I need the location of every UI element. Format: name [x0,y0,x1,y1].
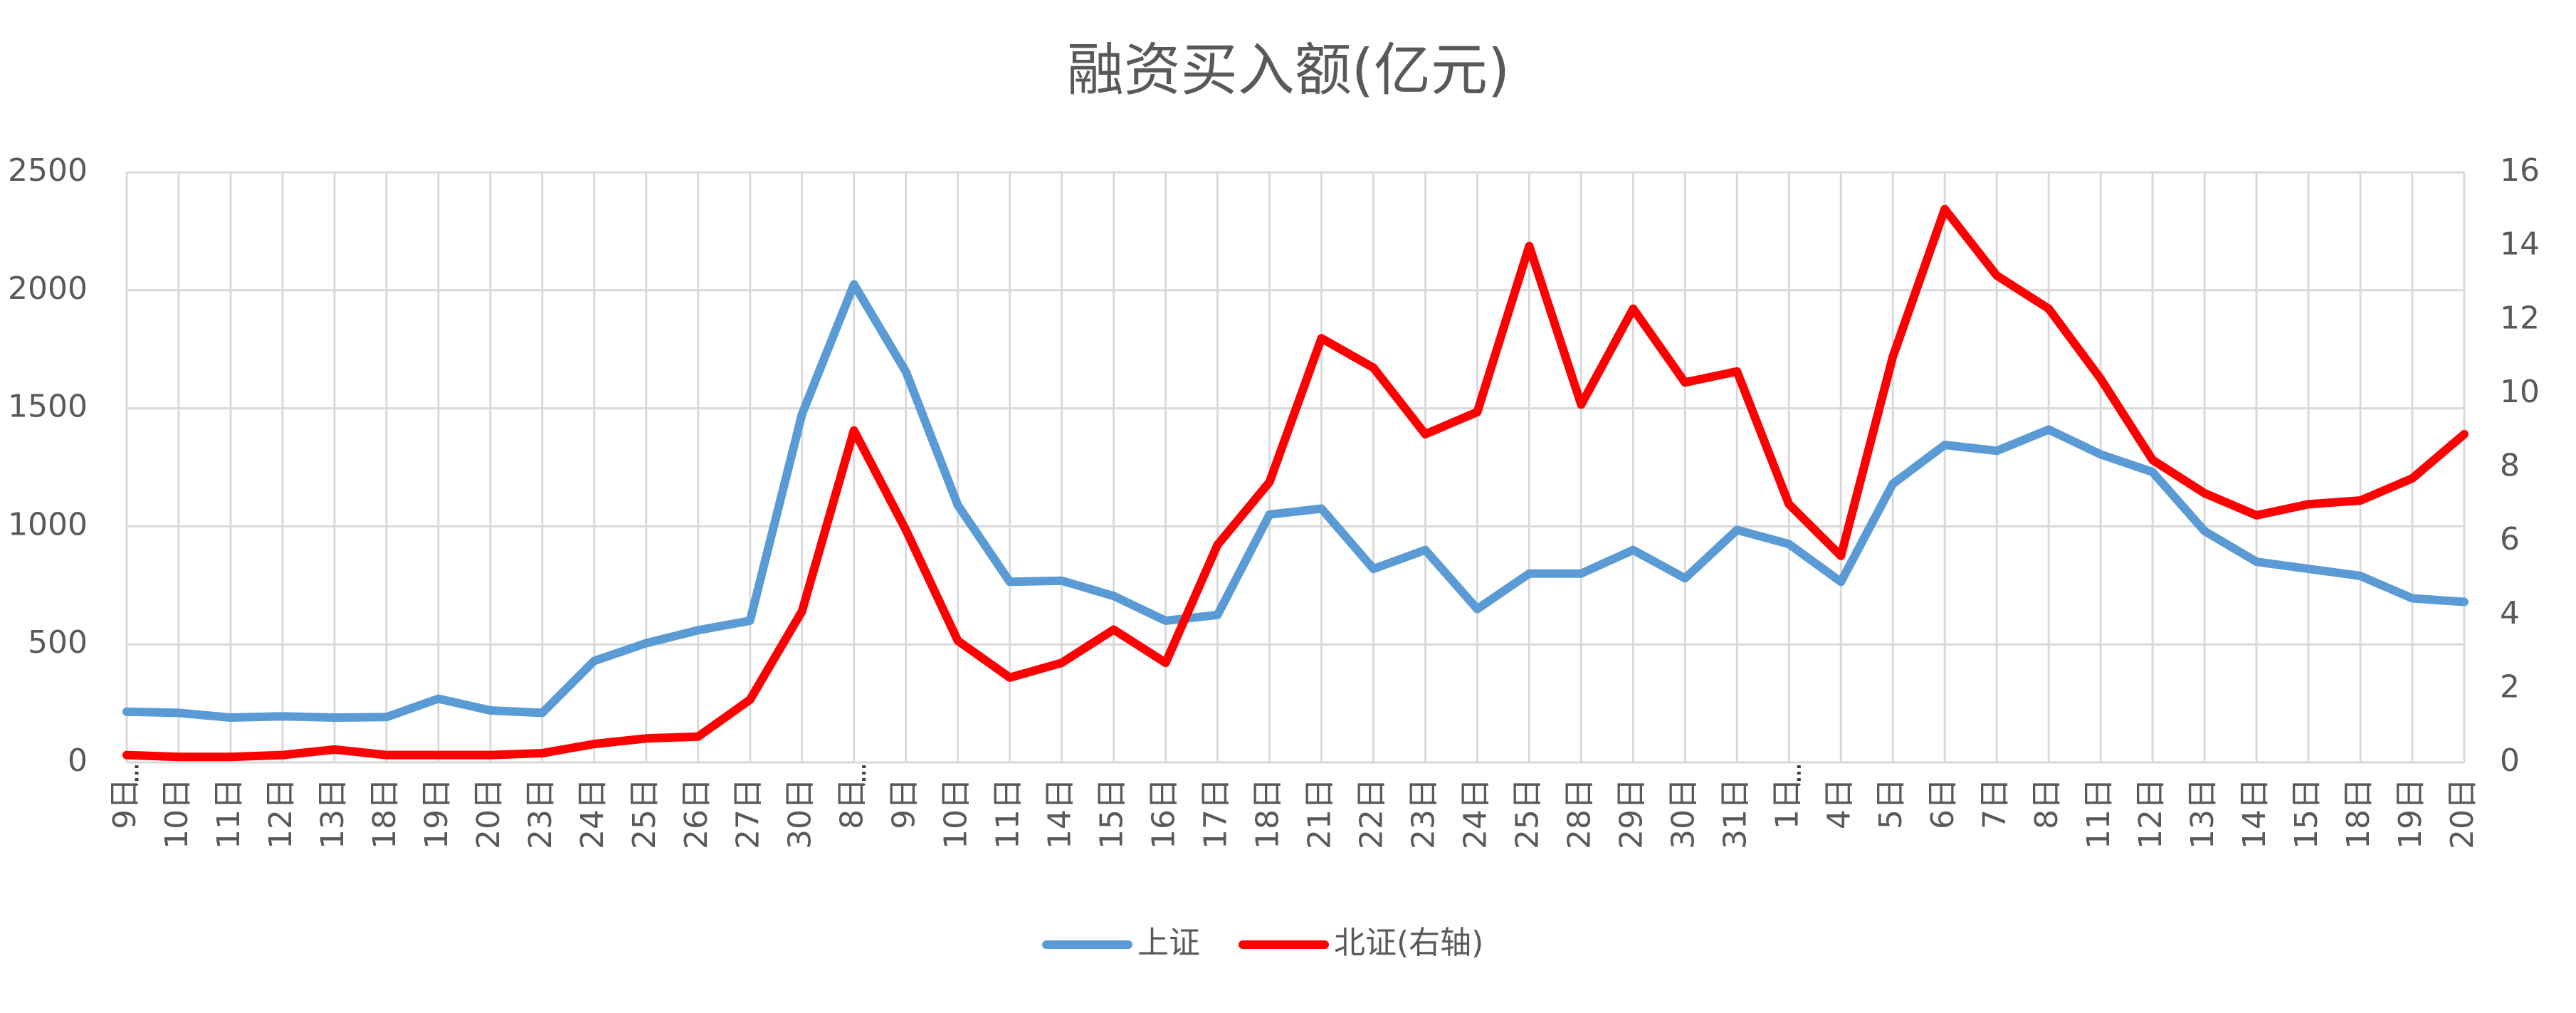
x-tick-label: 15日 [1094,778,1130,849]
x-tick-label: 11日 [2081,778,2117,849]
series-line [122,204,2469,762]
x-tick-label: 27日 [730,778,767,849]
x-tick-label: 18日 [1250,778,1286,849]
y-tick-label: 1000 [8,506,88,542]
y-tick-label: 2000 [8,271,88,307]
x-tick-label: 19日 [2392,778,2429,849]
x-tick-label: 24日 [574,778,611,849]
x-tick-label: 7日 [1977,778,2013,829]
x-tick-label: 23日 [1405,778,1441,849]
x-tick-label: 11日 [990,778,1026,849]
x-tick-label: 12日 [2133,778,2169,849]
x-tick-label: 5日 [1873,778,1909,829]
x-tick-label: 8日 [834,778,871,829]
x-tick-label: 30日 [782,778,819,849]
x-tick-label: 19日 [419,778,455,849]
x-tick-label: 17日 [1198,778,1234,849]
y2-tick-label: 14 [2500,226,2540,263]
y2-tick-label: 8 [2500,448,2520,484]
y-tick-label: 0 [68,742,88,779]
chart-title: 融资买入额(亿元) [1067,37,1510,103]
y-tick-label: 1500 [8,389,88,425]
x-tick-label: 9日 [107,778,143,829]
y2-tick-label: 10 [2500,374,2540,410]
x-tick-label: 1日 [1769,778,1805,829]
x-tick-label: 11日 [211,778,247,849]
x-tick-label: 13日 [2185,778,2221,849]
x-tick-label: 18日 [2340,778,2377,849]
x-tick-label: 20日 [470,778,507,849]
x-tick-label: 29日 [1613,778,1649,849]
x-tick-label: 4日 [1821,778,1857,829]
x-tick-label: 23日 [522,778,559,849]
x-tick-label: 30日 [1665,778,1701,849]
x-tick-label: 13日 [315,778,351,849]
legend-label: 上证 [1137,925,1200,961]
x-tick-label: 16日 [1146,778,1182,849]
y2-tick-label: 16 [2500,152,2540,189]
x-tick-label: 20日 [2444,778,2481,849]
x-tick-label: 8日 [2029,778,2065,829]
y2-tick-label: 2 [2500,668,2520,705]
x-tick-label: 15日 [2288,778,2325,849]
x-tick-label: 28日 [1561,778,1597,849]
y2-tick-label: 12 [2500,300,2540,336]
x-tick-label: 25日 [626,778,663,849]
x-tick-label: 10日 [159,778,195,849]
series-line [122,280,2469,722]
x-tick-label: 9日 [886,778,922,829]
x-tick-label: 25日 [1509,778,1545,849]
x-tick-label: 6日 [1925,778,1961,829]
y2-tick-label: 0 [2500,742,2520,779]
x-tick-label: 22日 [1353,778,1389,849]
y2-tick-label: 6 [2500,521,2520,557]
y-tick-label: 2500 [8,152,88,189]
x-tick-label: 10日 [938,778,974,849]
x-tick-label: 14日 [2236,778,2273,849]
x-tick-label: 12日 [263,778,299,849]
x-tick-label: 26日 [678,778,715,849]
y-tick-label: 500 [28,624,88,661]
x-tick-label: 24日 [1457,778,1493,849]
x-tick-label: 31日 [1717,778,1753,849]
legend-label: 北证(右轴) [1334,925,1483,961]
x-tick-label: 21日 [1301,778,1337,849]
x-tick-label: 18日 [367,778,403,849]
y2-tick-label: 4 [2500,595,2520,631]
x-tick-label: 14日 [1042,778,1078,849]
